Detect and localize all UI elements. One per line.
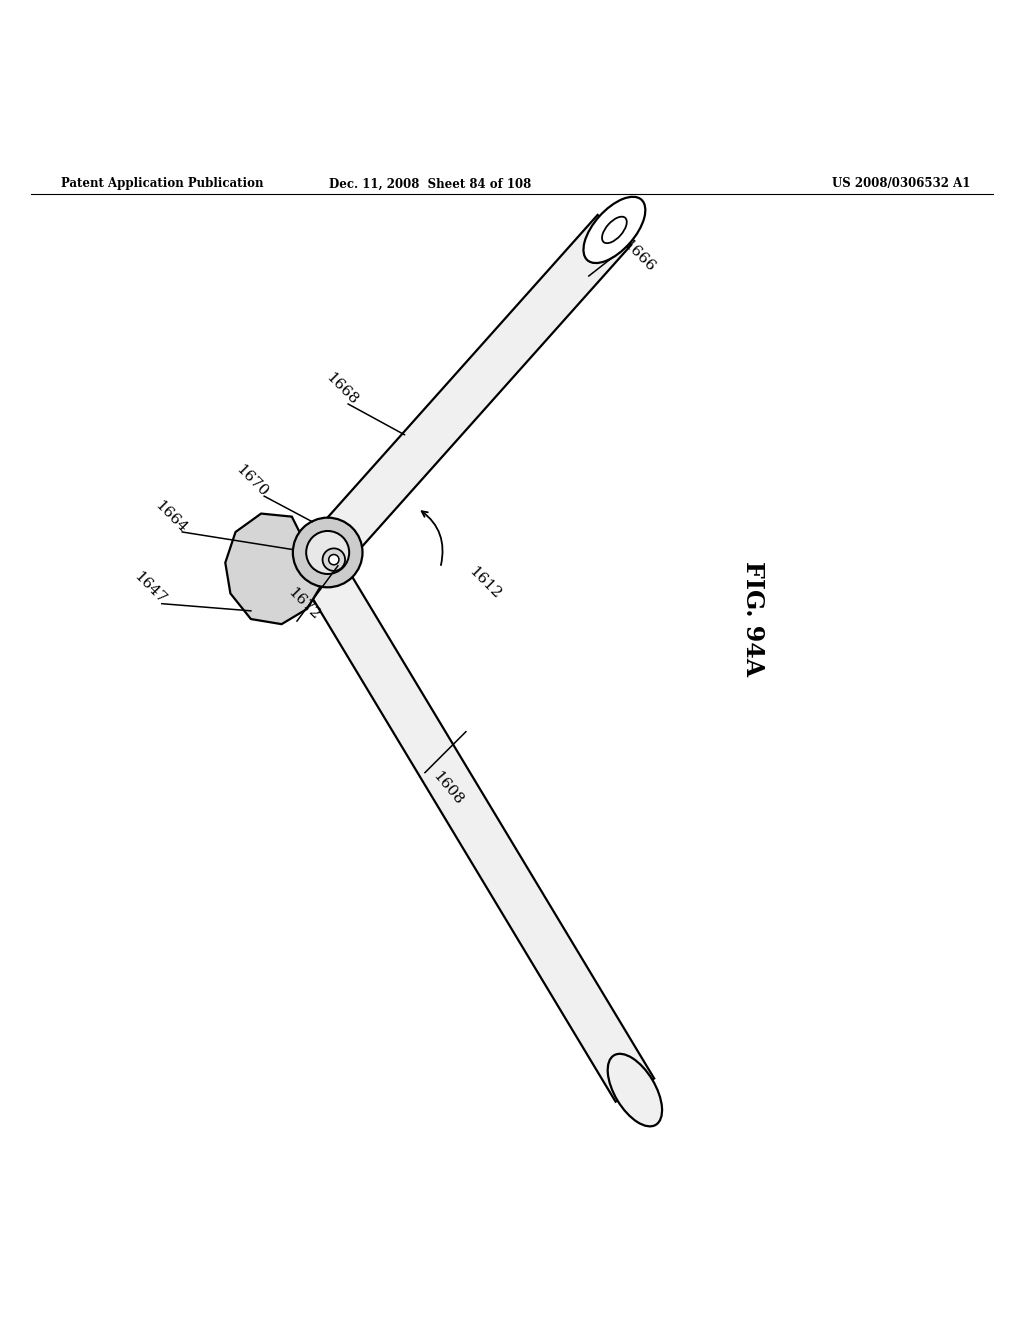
Ellipse shape	[323, 548, 345, 572]
Text: 1666: 1666	[620, 236, 657, 275]
Text: 1647: 1647	[131, 570, 169, 607]
Text: Dec. 11, 2008  Sheet 84 of 108: Dec. 11, 2008 Sheet 84 of 108	[329, 177, 531, 190]
Text: 1664: 1664	[152, 498, 189, 536]
Text: Patent Application Publication: Patent Application Publication	[61, 177, 264, 190]
Polygon shape	[225, 513, 323, 624]
Ellipse shape	[584, 197, 645, 263]
Ellipse shape	[602, 216, 627, 243]
Text: 1608: 1608	[430, 768, 466, 808]
Ellipse shape	[329, 554, 339, 565]
Polygon shape	[301, 215, 631, 578]
Text: 1670: 1670	[233, 462, 271, 499]
Text: FIG. 94A: FIG. 94A	[740, 561, 765, 677]
Text: 1612: 1612	[466, 565, 504, 602]
Text: 1668: 1668	[323, 370, 360, 408]
Ellipse shape	[306, 531, 349, 574]
Text: US 2008/0306532 A1: US 2008/0306532 A1	[831, 177, 971, 190]
Ellipse shape	[293, 517, 362, 587]
Ellipse shape	[607, 1053, 663, 1126]
Polygon shape	[298, 552, 654, 1102]
Text: 1672: 1672	[285, 585, 323, 622]
